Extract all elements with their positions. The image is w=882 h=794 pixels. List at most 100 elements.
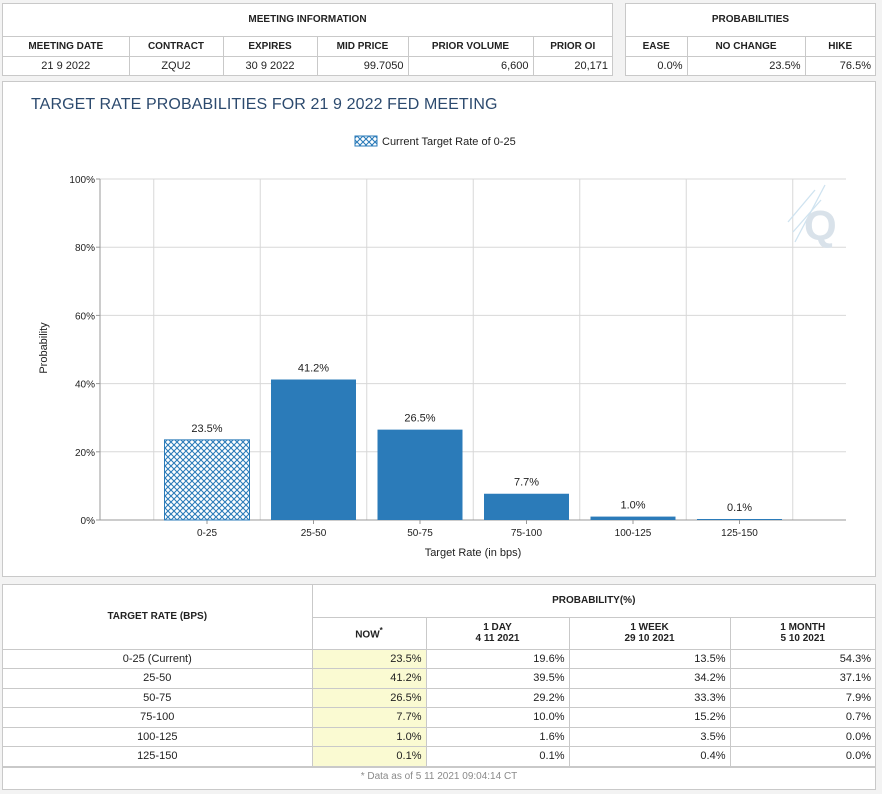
bar-value-label: 41.2% [298,363,329,375]
col-1-day-date: 4 11 2021 [475,633,520,644]
x-tick-label: 100-125 [615,528,652,539]
bar-value-label: 0.1% [727,502,752,514]
cell-month: 37.1% [729,668,875,689]
chart-title: TARGET RATE PROBABILITIES FOR 21 9 2022 … [31,96,498,113]
cell-month: 0.7% [729,707,875,728]
bar-value-label: 7.7% [514,477,539,489]
y-axis-label: Probability [38,322,50,374]
x-axis-label: Target Rate (in bps) [425,547,522,559]
col-now-label: NOW [355,629,380,641]
cell-week: 33.3% [568,687,731,708]
x-tick-label: 75-100 [511,528,543,539]
contract-header: CONTRACT [128,35,224,57]
col-1-month-date: 5 10 2021 [780,633,826,644]
bar-50-75 [377,429,463,520]
table-row: 0-25 (Current) 23.5% 19.6% 13.5% 54.3% [3,648,875,669]
cell-rate: 25-50 [3,668,313,689]
x-tick-label: 125-150 [721,528,758,539]
table-row: 100-125 1.0% 1.6% 3.5% 0.0% [3,726,875,747]
cell-now: 23.5% [311,648,427,669]
bar-0-25 [164,439,250,521]
prior-oi-header: PRIOR OI [532,35,612,57]
cell-month: 54.3% [729,648,875,669]
col-header-1-week: 1 WEEK 29 10 2021 [568,616,731,650]
expires-value: 30 9 2022 [222,55,318,75]
bar-125-150 [697,519,782,520]
data-timestamp-footnote: * Data as of 5 11 2021 09:04:14 CT [3,766,875,784]
prior-oi-value: 20,171 [532,55,612,75]
col-1-week-date: 29 10 2021 [624,633,675,644]
cell-now: 26.5% [311,687,427,708]
cell-day: 29.2% [425,687,570,708]
bar-value-label: 23.5% [191,423,222,435]
cell-week: 13.5% [568,648,731,669]
cell-day: 10.0% [425,707,570,728]
y-tick-label: 100% [69,175,95,186]
cell-day: 19.6% [425,648,570,669]
cell-now: 1.0% [311,726,427,747]
hike-value: 76.5% [804,55,875,75]
ease-value: 0.0% [626,55,688,75]
cell-now: 0.1% [311,746,427,767]
cell-rate: 50-75 [3,687,313,708]
cell-rate: 100-125 [3,726,313,747]
y-tick-label: 80% [75,243,95,254]
meeting-info-table: MEETING INFORMATION MEETING DATE CONTRAC… [3,4,612,75]
table-row: 50-75 26.5% 29.2% 33.3% 7.9% [3,687,875,708]
target-rate-header: TARGET RATE (BPS) [3,585,313,650]
probability-history-table: TARGET RATE (BPS) PROBABILITY(%) NOW* 1 … [3,585,875,767]
watermark-q-text: Q [804,202,837,249]
table-row: 125-150 0.1% 0.1% 0.4% 0.0% [3,746,875,767]
table-row: 75-100 7.7% 10.0% 15.2% 0.7% [3,707,875,728]
cell-rate: 125-150 [3,746,313,767]
bar-100-125 [590,516,676,520]
legend-swatch [354,135,378,147]
cell-day: 1.6% [425,726,570,747]
cell-now: 41.2% [311,668,427,689]
cell-day: 39.5% [425,668,570,689]
x-tick-label: 25-50 [301,528,327,539]
bar-value-label: 26.5% [404,413,435,425]
col-header-1-month: 1 MONTH 5 10 2021 [729,616,875,650]
no-change-header: NO CHANGE [686,35,806,57]
col-header-now: NOW* [311,616,427,650]
x-tick-label: 0-25 [197,528,217,539]
probability-history-panel: TARGET RATE (BPS) PROBABILITY(%) NOW* 1 … [2,584,876,790]
probabilities-panel: PROBABILITIES EASE NO CHANGE HIKE 0.0% 2… [625,3,876,76]
y-tick-label: 0% [81,516,96,527]
probability-header: PROBABILITY(%) [311,585,875,618]
bar-75-100 [484,493,569,520]
col-1-week-label: 1 WEEK [630,622,669,633]
hike-header: HIKE [804,35,875,57]
y-tick-label: 40% [75,380,95,391]
prior-volume-header: PRIOR VOLUME [407,35,534,57]
probabilities-table: PROBABILITIES EASE NO CHANGE HIKE 0.0% 2… [626,4,875,75]
prior-volume-value: 6,600 [407,55,534,75]
meeting-date-value: 21 9 2022 [3,55,130,75]
expires-header: EXPIRES [222,35,318,57]
bar-value-label: 1.0% [620,500,645,512]
target-rate-bar-chart: 0% 20% 40% 60% 80% 100% 23.5% 0-25 41.2% 25-50 26.… [38,135,846,559]
col-1-day-label: 1 DAY [483,622,512,633]
chart-panel: TARGET RATE PROBABILITIES FOR 21 9 2022 … [2,81,876,577]
no-change-value: 23.5% [686,55,806,75]
q-watermark-logo: Q [787,184,837,249]
cell-week: 15.2% [568,707,731,728]
mid-price-value: 99.7050 [316,55,409,75]
meeting-info-panel: MEETING INFORMATION MEETING DATE CONTRAC… [2,3,613,76]
table-row: 25-50 41.2% 39.5% 34.2% 37.1% [3,668,875,689]
bar-25-50 [271,379,356,520]
mid-price-header: MID PRICE [316,35,409,57]
cell-day: 0.1% [425,746,570,767]
cell-rate: 75-100 [3,707,313,728]
chart-legend: Current Target Rate of 0-25 [354,135,516,148]
cell-week: 3.5% [568,726,731,747]
cell-now: 7.7% [311,707,427,728]
cell-week: 34.2% [568,668,731,689]
y-tick-label: 20% [75,448,95,459]
cell-week: 0.4% [568,746,731,767]
legend-label: Current Target Rate of 0-25 [382,136,516,148]
ease-header: EASE [626,35,688,57]
probabilities-title: PROBABILITIES [626,4,875,37]
y-tick-label: 60% [75,311,95,322]
